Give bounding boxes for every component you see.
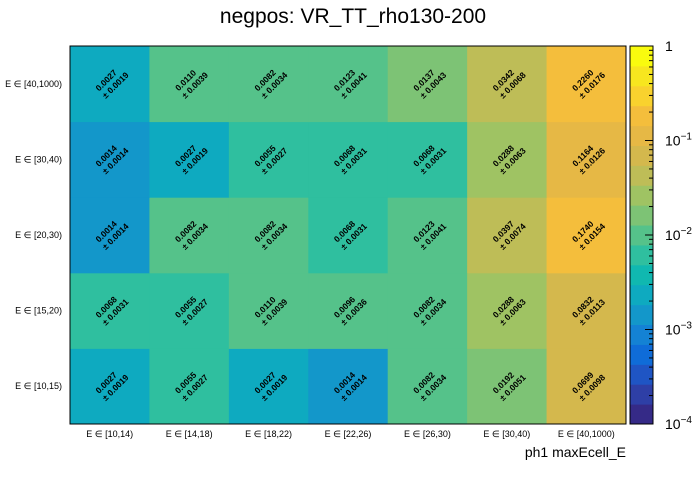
colorbar-segment xyxy=(630,244,653,266)
heatmap-cell xyxy=(467,121,548,198)
x-tick-label: E ∈ [40,1000) xyxy=(558,429,615,439)
y-tick-label: E ∈ [15,20) xyxy=(15,306,62,316)
x-tick-label: E ∈ [30,40) xyxy=(483,429,530,439)
heatmap-cell xyxy=(308,46,389,123)
x-tick-label: E ∈ [22,26) xyxy=(325,429,372,439)
heatmap-cell xyxy=(546,46,627,123)
chart-title: negpos: VR_TT_rho130-200 xyxy=(220,5,486,28)
heatmap-cell xyxy=(149,272,230,349)
heatmap-cell xyxy=(308,197,389,274)
heatmap-cell xyxy=(70,46,150,123)
heatmap-cell xyxy=(149,348,230,425)
colorbar-segment xyxy=(630,384,653,405)
heatmap-cell xyxy=(70,272,150,349)
x-tick-label: E ∈ [10,14) xyxy=(86,429,133,439)
heatmap-cell xyxy=(546,121,627,198)
colorbar-segment xyxy=(630,404,653,425)
colorbar-segment xyxy=(630,105,653,127)
heatmap-cell xyxy=(467,272,548,349)
heatmap-cell xyxy=(70,348,150,425)
heatmap-cell xyxy=(70,197,150,274)
colorbar-segment xyxy=(630,225,653,246)
plot-frame xyxy=(69,45,627,425)
heatmap-cell xyxy=(546,272,627,349)
heatmap-cell xyxy=(467,197,548,274)
y-tick-label: E ∈ [30,40) xyxy=(15,154,62,164)
x-tick-label: E ∈ [18,22) xyxy=(245,429,292,439)
heatmap-cell xyxy=(149,197,230,274)
y-tick-label: E ∈ [40,1000) xyxy=(5,79,62,89)
y-tick-label: E ∈ [10,15) xyxy=(15,381,62,391)
heatmap-cell xyxy=(546,197,627,274)
colorbar-segment xyxy=(630,185,653,206)
heatmap-cell xyxy=(228,46,309,123)
colorbar-segment xyxy=(630,364,653,385)
colorbar-segment xyxy=(630,125,653,146)
heatmap-cell xyxy=(228,348,309,425)
y-tick-label: E ∈ [20,30) xyxy=(15,230,62,240)
heatmap-cell xyxy=(387,272,468,349)
x-tick-label: E ∈ [26,30) xyxy=(404,429,451,439)
heatmap-cell xyxy=(387,197,468,274)
heatmap-cell xyxy=(387,348,468,425)
heatmap-cell xyxy=(308,272,389,349)
heatmap-cell xyxy=(228,197,309,274)
colorbar-segment xyxy=(630,85,653,107)
colorbar-segment xyxy=(630,46,653,67)
heatmap-cell xyxy=(467,348,548,425)
heatmap-cell xyxy=(228,121,309,198)
heatmap-cell xyxy=(308,121,389,198)
colorbar-segment xyxy=(630,205,653,226)
colorbar-segment xyxy=(630,65,653,87)
heatmap-cell xyxy=(228,272,309,349)
x-tick-label: E ∈ [14,18) xyxy=(166,429,213,439)
heatmap-cell xyxy=(387,121,468,198)
heatmap-cell xyxy=(387,46,468,123)
colorbar-segment xyxy=(630,165,653,186)
heatmap-cell xyxy=(149,121,230,198)
colorbar-segment xyxy=(630,324,653,345)
heatmap-cell xyxy=(70,121,150,198)
colorbar-segment xyxy=(630,264,653,286)
colorbar-segment xyxy=(630,284,653,306)
heatmap-cell xyxy=(308,348,389,425)
colorbar-segment xyxy=(630,145,653,166)
heatmap-cell xyxy=(149,46,230,123)
x-axis-label: ph1 maxEcell_E xyxy=(525,444,626,460)
colorbar-segment xyxy=(630,304,653,326)
colorbar-tick-label: 1 xyxy=(665,38,673,54)
heatmap-cell xyxy=(467,46,548,123)
heatmap-cell xyxy=(546,348,627,425)
colorbar-segment xyxy=(630,344,653,365)
